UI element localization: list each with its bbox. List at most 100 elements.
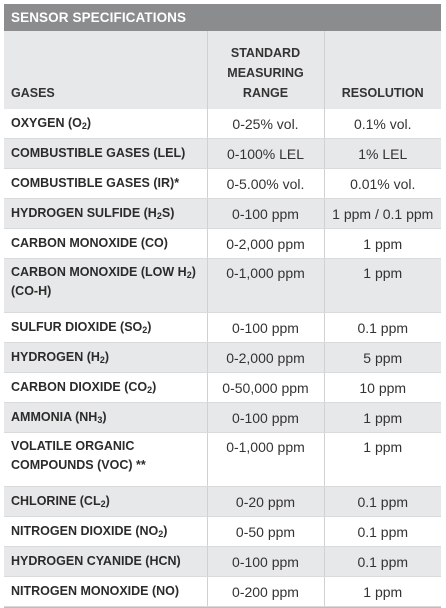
gas-name-subscript: 2 <box>186 270 192 280</box>
measuring-range: 0-100% LEL <box>206 138 324 169</box>
gas-name: VOLATILE ORGANIC COMPOUNDS (VOC) ** <box>4 432 207 487</box>
gas-name-subscript: 2 <box>158 529 164 539</box>
resolution: 0.1 ppm <box>323 516 441 547</box>
table-row: NITROGEN DIOXIDE (NO2) 0-50 ppm 0.1 ppm <box>4 516 441 547</box>
table-row: CHLORINE (CL2) 0-20 ppm 0.1 ppm <box>4 486 441 517</box>
gas-name-line1: AMMONIA (NH3) <box>11 410 107 425</box>
gas-name-line1: VOLATILE ORGANIC <box>11 439 134 453</box>
gas-name-subscript: 2 <box>142 325 148 335</box>
measuring-range: 0-50 ppm <box>206 516 324 547</box>
resolution: 5 ppm <box>323 342 441 373</box>
gas-name: HYDROGEN SULFIDE (H2S) <box>4 198 207 229</box>
table-row: CARBON DIOXIDE (CO2) 0-50,000 ppm 10 ppm <box>4 372 441 403</box>
header-range-line2: MEASURING <box>227 66 304 80</box>
resolution: 1 ppm <box>323 576 441 607</box>
resolution: 10 ppm <box>323 372 441 403</box>
resolution: 1 ppm <box>323 258 441 313</box>
resolution: 0.1 ppm <box>323 486 441 517</box>
gas-name-line1: SULFUR DIOXIDE (SO2) <box>11 320 152 335</box>
gas-name: NITROGEN MONOXIDE (NO) <box>4 576 207 607</box>
header-range-line3: RANGE <box>242 86 289 100</box>
measuring-range: 0-25% vol. <box>206 109 324 139</box>
gas-name-line2: COMPOUNDS (VOC) ** <box>11 458 146 472</box>
gas-name-line1: CARBON MONOXIDE (CO) <box>11 236 168 250</box>
header-row: GASES STANDARD MEASURING RANGE RESOLUTIO… <box>4 31 441 109</box>
gas-name-text: AMMONIA (NH <box>11 410 98 424</box>
gas-name-text: NITROGEN DIOXIDE (NO <box>11 524 159 538</box>
sensor-spec-table-container: SENSOR SPECIFICATIONS GASES STANDARD MEA… <box>4 4 441 608</box>
measuring-range: 0-5.00% vol. <box>206 168 324 199</box>
gas-name: CARBON MONOXIDE (CO) <box>4 228 207 259</box>
gas-name-subscript: 2 <box>81 121 87 131</box>
measuring-range: 0-100 ppm <box>206 546 324 577</box>
gas-name: HYDROGEN (H2) <box>4 342 207 373</box>
gas-name-suffix: ) <box>105 494 110 508</box>
gas-name-text: CARBON DIOXIDE (CO <box>11 380 148 394</box>
table-row: SULFUR DIOXIDE (SO2) 0-100 ppm 0.1 ppm <box>4 312 441 343</box>
gas-name-subscript: 3 <box>97 415 103 425</box>
gas-name-suffix: ) <box>86 116 92 130</box>
table-row: HYDROGEN SULFIDE (H2S) 0-100 ppm 1 ppm / 0… <box>4 198 441 229</box>
gas-name-text: SULFUR DIOXIDE (SO <box>11 320 143 334</box>
gas-name: CARBON MONOXIDE (LOW H2) (CO-H) <box>4 258 207 313</box>
gas-name-suffix: ) <box>163 524 168 538</box>
gas-name: CHLORINE (CL2) <box>4 486 207 517</box>
gas-name: OXYGEN (O2) <box>4 109 207 139</box>
gas-name-text: HYDROGEN CYANIDE (HCN) <box>11 554 181 568</box>
table-row: OXYGEN (O2) 0-25% vol. 0.1% vol. <box>4 109 441 139</box>
table-row: NITROGEN MONOXIDE (NO) 0-200 ppm 1 ppm <box>4 576 441 607</box>
gas-name: COMBUSTIBLE GASES (LEL) <box>4 138 207 169</box>
resolution: 1% LEL <box>323 138 441 169</box>
header-range: STANDARD MEASURING RANGE <box>206 31 324 109</box>
table-row: COMBUSTIBLE GASES (IR)* 0-5.00% vol. 0.01%… <box>4 168 441 199</box>
measuring-range: 0-20 ppm <box>206 486 324 517</box>
table-row: CARBON MONOXIDE (LOW H2) (CO-H) 0-1,000 pp… <box>4 258 441 313</box>
gas-name-text: CARBON MONOXIDE (LOW H <box>11 265 187 279</box>
gas-name-line1: CHLORINE (CL2) <box>11 494 110 509</box>
table-row: CARBON MONOXIDE (CO) 0-2,000 ppm 1 ppm <box>4 228 441 259</box>
measuring-range: 0-100 ppm <box>206 198 324 229</box>
gas-name: COMBUSTIBLE GASES (IR)* <box>4 168 207 199</box>
gas-name-text: NITROGEN MONOXIDE (NO) <box>11 584 180 598</box>
resolution: 1 ppm <box>323 402 441 433</box>
gas-name-line1: HYDROGEN CYANIDE (HCN) <box>11 554 181 568</box>
header-resolution: RESOLUTION <box>323 31 441 109</box>
gas-name-line1: NITROGEN MONOXIDE (NO) <box>11 584 179 598</box>
gas-name-suffix: ) <box>104 350 110 364</box>
resolution: 1 ppm <box>323 228 441 259</box>
gas-name-text: OXYGEN (O <box>11 116 82 130</box>
gas-name-line1: CARBON MONOXIDE (LOW H2) <box>11 265 196 280</box>
gas-name-suffix: ) <box>152 380 157 394</box>
gas-name: HYDROGEN CYANIDE (HCN) <box>4 546 207 577</box>
gas-name-suffix: S) <box>161 206 175 220</box>
gas-name-suffix: ) <box>102 410 107 424</box>
gas-name-line1: CARBON DIOXIDE (CO2) <box>11 380 157 395</box>
gas-name-text: CARBON MONOXIDE (CO) <box>11 236 168 250</box>
gas-name: CARBON DIOXIDE (CO2) <box>4 372 207 403</box>
gas-name-line1: OXYGEN (O2) <box>11 116 92 131</box>
resolution: 0.1 ppm <box>323 546 441 577</box>
table-row: HYDROGEN (H2) 0-2,000 ppm 5 ppm <box>4 342 441 373</box>
measuring-range: 0-2,000 ppm <box>206 228 324 259</box>
table-row: VOLATILE ORGANIC COMPOUNDS (VOC) ** 0-1,00… <box>4 432 441 487</box>
gas-name-text: HYDROGEN (H <box>11 350 100 364</box>
gas-name: AMMONIA (NH3) <box>4 402 207 433</box>
gas-name-suffix: ) <box>191 265 196 279</box>
resolution: 0.1 ppm <box>323 312 441 343</box>
gas-name-text: VOLATILE ORGANIC <box>11 439 135 453</box>
table-title: SENSOR SPECIFICATIONS <box>4 4 441 31</box>
gas-name-line1: COMBUSTIBLE GASES (LEL) <box>11 146 185 160</box>
gas-name-subscript: 2 <box>99 355 105 365</box>
gas-name-line1: HYDROGEN SULFIDE (H2S) <box>11 206 175 221</box>
gas-name: NITROGEN DIOXIDE (NO2) <box>4 516 207 547</box>
header-range-line1: STANDARD <box>230 46 301 60</box>
gas-name-text: CHLORINE (CL <box>11 494 101 508</box>
gas-name-line1: COMBUSTIBLE GASES (IR)* <box>11 176 179 190</box>
gas-name-suffix: ) <box>147 320 152 334</box>
measuring-range: 0-1,000 ppm <box>206 258 324 313</box>
sensor-spec-table: GASES STANDARD MEASURING RANGE RESOLUTIO… <box>4 31 441 607</box>
resolution: 1 ppm <box>323 432 441 487</box>
gas-name-text: HYDROGEN SULFIDE (H <box>11 206 157 220</box>
gas-name: SULFUR DIOXIDE (SO2) <box>4 312 207 343</box>
resolution: 0.01% vol. <box>323 168 441 199</box>
